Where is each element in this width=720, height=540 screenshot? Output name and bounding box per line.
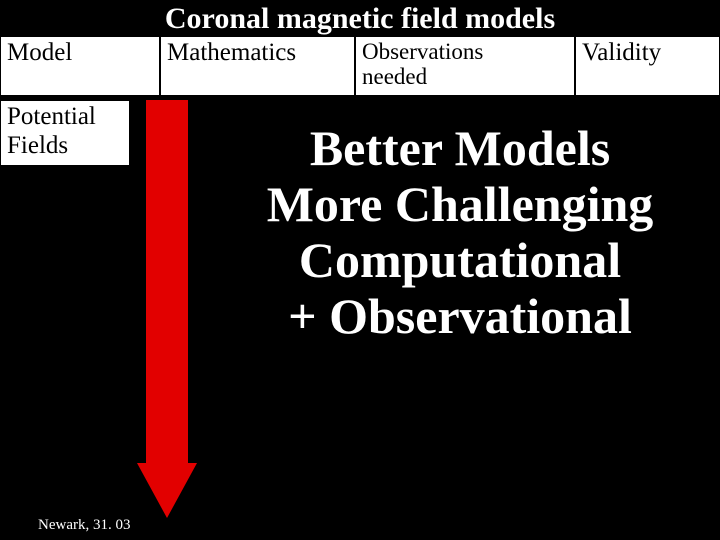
footer-text: Newark, 31. 03 [38, 517, 130, 534]
summary-line2: More Challenging [205, 176, 715, 232]
down-arrow [137, 100, 197, 520]
slide-title: Coronal magnetic field models [0, 2, 720, 36]
table-header-row: Model Mathematics Observations needed Va… [0, 36, 720, 96]
summary-line1: Better Models [205, 120, 715, 176]
down-arrow-shape [137, 100, 197, 518]
header-observations-line1: Observations [362, 39, 483, 64]
row-potential-line2: Fields [7, 132, 123, 161]
row-potential-line1: Potential [7, 103, 123, 132]
summary-text: Better Models More Challenging Computati… [205, 120, 715, 344]
header-mathematics: Mathematics [160, 36, 355, 96]
row-potential-fields: Potential Fields [0, 100, 130, 166]
header-validity: Validity [575, 36, 720, 96]
header-observations-line2: needed [362, 64, 427, 89]
summary-line4: + Observational [205, 288, 715, 344]
summary-line3: Computational [205, 232, 715, 288]
header-observations: Observations needed [355, 36, 575, 96]
header-model: Model [0, 36, 160, 96]
